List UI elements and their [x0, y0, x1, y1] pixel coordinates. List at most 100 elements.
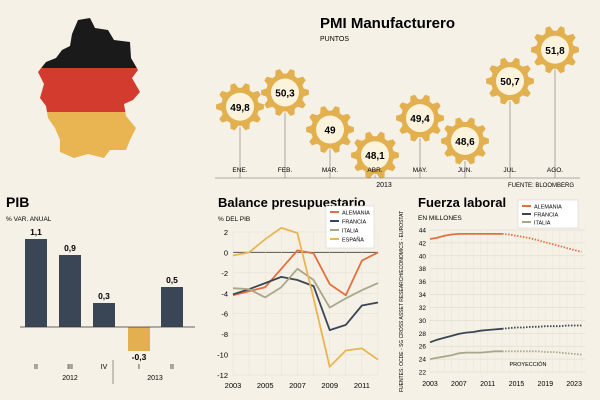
pmi-value-label: 48,6	[455, 137, 475, 148]
labor-series-line	[429, 350, 503, 360]
pmi-gear-center	[406, 104, 434, 133]
pmi-gear-center	[541, 35, 569, 64]
balance-legend-label: ESPAÑA	[342, 237, 364, 244]
pmi-month-label: MAY.	[413, 167, 428, 174]
pib-subtitle: % VAR. ANUAL	[6, 216, 52, 223]
balance-series-line	[232, 226, 379, 368]
pmi-month-label: MAR.	[322, 167, 338, 174]
balance-y-tick: -6	[221, 310, 228, 319]
pmi-value-label: 48,1	[365, 151, 385, 162]
labor-x-tick: 2003	[422, 381, 438, 388]
balance-series-line	[232, 249, 379, 297]
labor-legend-label: ALEMANIA	[534, 205, 562, 211]
labor-series-projection	[502, 233, 582, 253]
balance-y-tick: 2	[224, 228, 228, 237]
labor-x-tick: 2023	[566, 381, 582, 388]
balance-y-tick: 0	[224, 248, 228, 257]
pib-value-label: 0,5	[166, 275, 178, 285]
pib-value-label: 0,3	[98, 291, 110, 301]
balance-y-tick: -10	[217, 351, 228, 360]
labor-y-tick: 36	[419, 279, 427, 286]
labor-subtitle: EN MILLONES	[418, 215, 462, 222]
pib-title: PIB	[6, 194, 29, 210]
labor-y-tick: 30	[419, 318, 427, 325]
labor-x-tick: 2015	[509, 381, 525, 388]
balance-y-tick: -4	[221, 289, 228, 298]
pmi-gear-center	[226, 92, 254, 121]
pmi-year-label: 2013	[376, 182, 392, 189]
balance-x-tick: 2007	[289, 381, 306, 390]
pmi-source: FUENTE: BLOOMBERG	[508, 183, 574, 189]
labor-x-tick: 2019	[538, 381, 554, 388]
pmi-month-label: ENE.	[232, 167, 247, 174]
pmi-month-label: AGO.	[547, 167, 563, 174]
balance-y-tick: -12	[217, 371, 228, 380]
pmi-value-label: 50,3	[275, 89, 295, 100]
labor-series-projection	[502, 350, 582, 356]
balance-legend-label: ALEMANIA	[342, 211, 370, 217]
balance-series-line	[232, 267, 379, 309]
pib-quarter-label: II	[34, 364, 38, 371]
pmi-title: PMI Manufacturero	[320, 15, 455, 32]
labor-x-tick: 2007	[451, 381, 467, 388]
pmi-value-label: 49	[324, 126, 336, 137]
pib-year-2012: 2012	[62, 375, 78, 382]
labor-y-tick: 26	[419, 344, 427, 351]
balance-x-tick: 2011	[354, 381, 370, 390]
pmi-subtitle: PUNTOS	[320, 36, 349, 43]
pib-value-label: -0,3	[132, 352, 147, 362]
labor-y-tick: 22	[419, 370, 427, 377]
labor-legend-label: ITALIA	[534, 221, 551, 227]
pmi-month-label: JUL.	[503, 167, 517, 174]
pib-quarter-label: II	[170, 364, 174, 371]
pmi-gear-center	[496, 67, 524, 96]
pmi-gear-center	[361, 141, 389, 170]
pib-value-label: 1,1	[30, 227, 42, 237]
balance-series-line	[232, 275, 379, 332]
pmi-value-label: 49,4	[410, 114, 430, 125]
pmi-gear-center	[316, 115, 344, 144]
pmi-gear-center	[271, 78, 299, 107]
pib-bar	[59, 255, 81, 327]
labor-series-line	[429, 327, 503, 344]
pmi-month-label: JUN.	[458, 167, 473, 174]
balance-legend-label: ITALIA	[342, 229, 359, 235]
labor-legend-label: FRANCIA	[534, 213, 558, 219]
labor-projection-label: PROYECCIÓN	[510, 361, 547, 368]
balance-y-tick: -2	[221, 269, 228, 278]
labor-y-tick: 40	[419, 253, 427, 260]
balance-x-tick: 2003	[225, 381, 242, 390]
balance-x-tick: 2009	[321, 381, 338, 390]
pmi-month-label: ABR.	[367, 167, 382, 174]
pib-bar	[128, 327, 150, 351]
pmi-value-label: 51,8	[545, 46, 565, 57]
pib-year-2013: 2013	[147, 375, 163, 382]
germany-flag-map	[38, 18, 140, 158]
pib-quarter-label: III	[67, 364, 73, 371]
pmi-value-label: 50,7	[500, 77, 520, 88]
labor-series-line	[429, 232, 503, 240]
balance-x-tick: 2005	[257, 381, 274, 390]
labor-title: Fuerza laboral	[418, 195, 506, 210]
pmi-month-label: FEB.	[278, 167, 293, 174]
pib-bar	[25, 239, 47, 327]
labor-y-tick: 42	[419, 240, 427, 247]
balance-subtitle: % DEL PIB	[218, 216, 250, 223]
balance-legend-label: FRANCIA	[342, 220, 366, 226]
labor-y-tick: 38	[419, 266, 427, 273]
pmi-gear-center	[451, 126, 479, 155]
pib-quarter-label: I	[138, 364, 140, 371]
pib-value-label: 0,9	[64, 243, 76, 253]
labor-side-note: FUENTES: OCDE - SG CROSS ASSET RESEARCH/…	[399, 211, 405, 392]
pib-quarter-label: IV	[101, 364, 108, 371]
labor-x-tick: 2011	[480, 381, 495, 388]
labor-y-tick: 28	[419, 331, 427, 338]
pmi-value-label: 49,8	[230, 103, 250, 114]
labor-y-tick: 32	[419, 305, 427, 312]
labor-y-tick: 34	[419, 292, 427, 299]
balance-y-tick: -8	[221, 330, 228, 339]
pib-bar	[93, 303, 115, 327]
labor-series-projection	[502, 324, 582, 330]
labor-y-tick: 24	[419, 357, 427, 364]
